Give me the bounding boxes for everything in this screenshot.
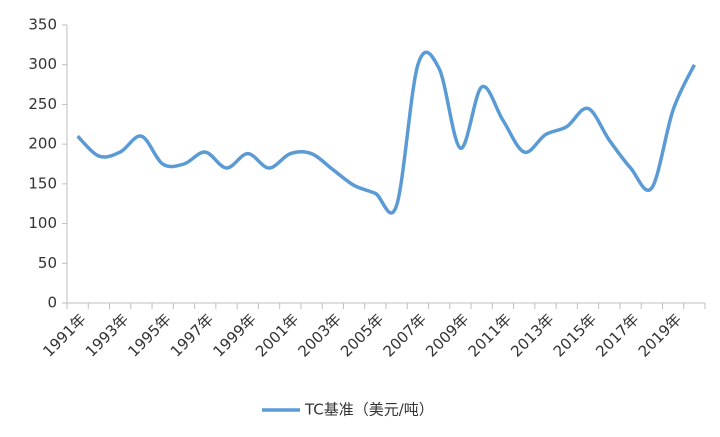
legend-label: TC基准（美元/吨） — [304, 401, 434, 419]
y-tick-label: 150 — [28, 174, 57, 192]
x-tick-label: 1997年 — [167, 310, 217, 360]
y-tick-label: 200 — [28, 135, 57, 153]
y-tick-label: 250 — [28, 95, 57, 113]
x-tick-label: 2015年 — [550, 310, 600, 360]
y-tick-label: 300 — [28, 55, 57, 73]
x-tick-label: 2011年 — [465, 310, 515, 360]
y-tick-label: 100 — [28, 214, 57, 232]
y-tick-label: 0 — [47, 294, 57, 312]
line — [76, 50, 696, 215]
x-tick-label: 1993年 — [82, 310, 132, 360]
x-tick-label: 1991年 — [39, 310, 89, 360]
x-tick-label: 2017年 — [592, 310, 642, 360]
x-tick-label: 2007年 — [380, 310, 430, 360]
x-tick-label: 1999年 — [209, 310, 259, 360]
x-tick-label: 2005年 — [337, 310, 387, 360]
y-tick-label: 50 — [38, 254, 57, 272]
x-tick-label: 2013年 — [507, 310, 557, 360]
x-tick-label: 2019年 — [635, 310, 685, 360]
x-tick-label: 2009年 — [422, 310, 472, 360]
y-tick-label: 350 — [28, 16, 57, 34]
x-tick-label: 1995年 — [124, 310, 174, 360]
x-tick-label: 2001年 — [252, 310, 302, 360]
x-tick-label: 2003年 — [295, 310, 345, 360]
